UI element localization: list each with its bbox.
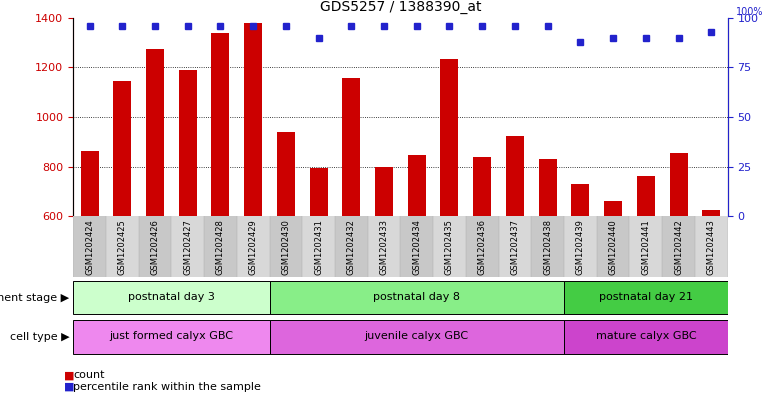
Bar [113,81,131,216]
Bar [400,216,433,277]
Text: GSM1202425: GSM1202425 [118,219,127,275]
Text: GSM1202438: GSM1202438 [543,219,552,275]
Bar [571,184,589,216]
Bar [408,154,426,216]
Text: GSM1202430: GSM1202430 [281,219,290,275]
Bar [440,59,458,216]
Bar [604,201,622,216]
Bar [343,79,360,216]
Text: cell type ▶: cell type ▶ [10,332,69,342]
Bar [146,50,164,216]
Text: postnatal day 8: postnatal day 8 [373,292,460,302]
Bar [204,216,237,277]
Text: mature calyx GBC: mature calyx GBC [595,331,696,341]
Bar [270,216,302,277]
Bar [302,216,335,277]
Text: GSM1202442: GSM1202442 [674,219,683,275]
Text: development stage ▶: development stage ▶ [0,293,69,303]
Bar [474,156,491,216]
Bar [630,216,662,277]
Text: ■: ■ [64,370,75,380]
Text: GSM1202426: GSM1202426 [150,219,159,275]
Bar [139,216,172,277]
Bar [73,320,270,354]
Bar [564,320,728,354]
Bar [368,216,400,277]
Text: ■: ■ [64,382,75,392]
Text: GSM1202431: GSM1202431 [314,219,323,275]
Text: postnatal day 21: postnatal day 21 [599,292,693,302]
Bar [73,281,270,314]
Bar [506,136,524,216]
Bar [244,23,262,216]
Text: percentile rank within the sample: percentile rank within the sample [73,382,261,392]
Bar [212,33,229,216]
Text: GSM1202437: GSM1202437 [511,219,520,275]
Bar [539,159,557,216]
Text: GSM1202424: GSM1202424 [85,219,94,275]
Bar [564,281,728,314]
Text: juvenile calyx GBC: juvenile calyx GBC [365,331,469,341]
Text: GSM1202436: GSM1202436 [477,219,487,275]
Bar [702,210,720,216]
Text: GSM1202441: GSM1202441 [641,219,651,275]
Bar [375,167,393,216]
Text: GSM1202439: GSM1202439 [576,219,585,275]
Bar [433,216,466,277]
Text: GSM1202428: GSM1202428 [216,219,225,275]
Bar [106,216,139,277]
Text: GSM1202432: GSM1202432 [346,219,356,275]
Bar [237,216,270,277]
Bar [637,176,654,216]
Text: GSM1202443: GSM1202443 [707,219,716,275]
Bar [81,151,99,216]
Bar [73,216,106,277]
Bar [466,216,499,277]
Bar [564,216,597,277]
Bar [531,216,564,277]
Bar [179,70,196,216]
Bar [662,216,695,277]
Bar [310,168,327,216]
Bar [670,153,688,216]
Text: GSM1202429: GSM1202429 [249,219,258,275]
Bar [277,132,295,216]
Text: GSM1202434: GSM1202434 [412,219,421,275]
Text: postnatal day 3: postnatal day 3 [128,292,215,302]
Text: just formed calyx GBC: just formed calyx GBC [109,331,233,341]
Text: 100%: 100% [736,7,764,17]
Bar [335,216,368,277]
Text: GSM1202440: GSM1202440 [608,219,618,275]
Text: GSM1202435: GSM1202435 [445,219,454,275]
Bar [171,216,204,277]
Bar [270,281,564,314]
Bar [499,216,531,277]
Bar [270,320,564,354]
Text: GSM1202427: GSM1202427 [183,219,192,275]
Bar [597,216,630,277]
Bar [695,216,728,277]
Title: GDS5257 / 1388390_at: GDS5257 / 1388390_at [320,0,481,14]
Text: GSM1202433: GSM1202433 [380,219,389,275]
Text: count: count [73,370,105,380]
